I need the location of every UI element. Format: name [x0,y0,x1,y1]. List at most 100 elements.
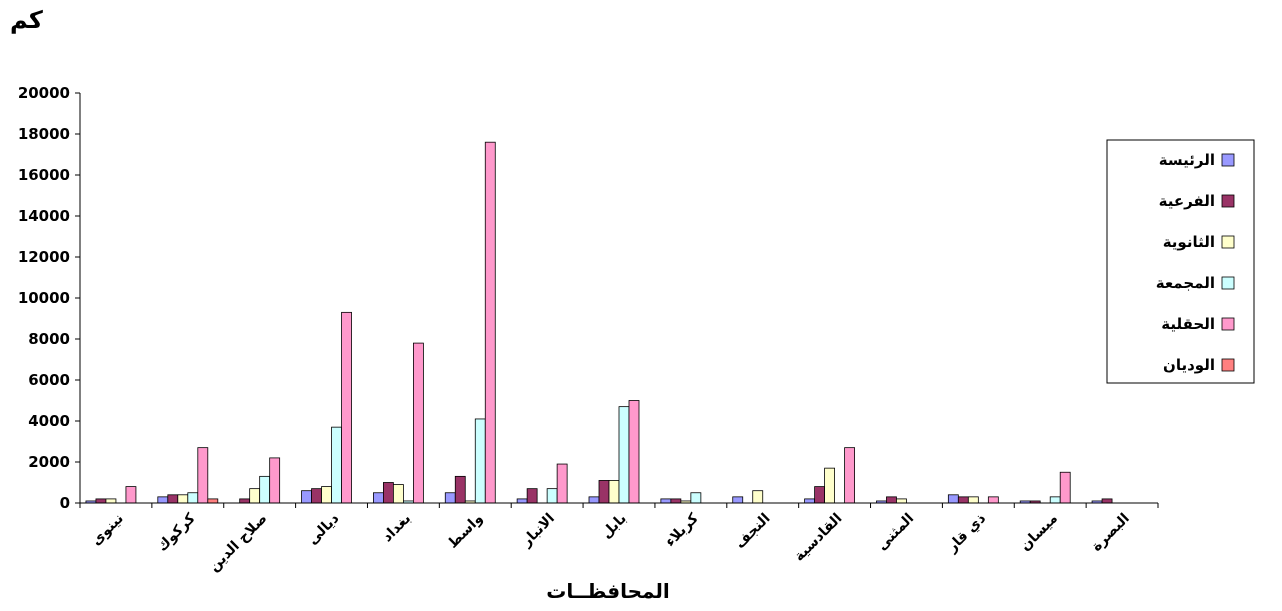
bar [259,475,271,504]
bar [608,480,620,504]
x-tick-label: كركوك [154,510,199,555]
bar [947,494,959,504]
x-tick-label: صلاح الدين [206,511,270,575]
legend-label: المجمعة [1156,274,1215,292]
bar [526,488,538,504]
y-axis-ticks: 0 2000 4000 6000 8000 10000 12000 14000 16000 180… [18,84,80,512]
bar [660,498,672,504]
y-tick-label: 16000 [18,166,70,184]
x-axis-label: المحافظــات [546,579,670,603]
x-tick-label: البصرة [1089,511,1133,555]
x-tick-label: الانبار [518,511,558,551]
legend-label: الوديان [1163,356,1215,374]
legend-swatch [1221,358,1235,372]
legend-label: الفرعية [1159,192,1215,210]
x-tick-label: ذي قار [944,511,990,557]
axes [79,93,1159,508]
bar [412,342,424,504]
bar [1101,498,1113,504]
y-tick-label: 4000 [28,412,70,430]
bar [556,463,568,504]
bar [516,498,528,504]
bar [372,492,384,504]
bar [197,447,209,504]
bar [95,498,107,504]
bar [269,457,281,504]
x-tick-label: النجف [732,511,773,552]
bar [814,486,825,504]
y-tick-label: 20000 [18,84,70,102]
bar [670,498,682,504]
bar [1059,471,1071,504]
bar [341,311,352,504]
bar [187,492,199,504]
bar [321,486,332,504]
bars [85,141,1113,504]
x-tick-label: نينوى [88,511,126,549]
bar [105,498,117,504]
bar [239,498,251,504]
legend-label: الثانوية [1163,233,1215,251]
bar [331,426,342,504]
y-tick-label: 2000 [28,453,70,471]
x-axis-tick-labels: نينوى كركوك صلاح الدين ديالى بغداد واسط الانبا… [88,510,1133,575]
y-tick-label: 6000 [28,371,70,389]
bar [382,482,394,504]
legend-swatch [1221,235,1235,249]
x-tick-label: القادسية [791,511,845,565]
bar [484,141,496,504]
legend-box [1106,139,1255,384]
bar [474,418,486,504]
unit-label: كم [10,6,43,34]
bar [598,480,610,504]
bar [752,490,764,504]
bar [444,492,456,504]
x-tick-label: ديالى [305,511,343,549]
bar [249,488,261,504]
legend-swatch [1221,194,1235,208]
bar [588,496,600,504]
bar [392,484,404,504]
bar [311,488,322,504]
legend-label: الحقلية [1161,315,1215,333]
bar [125,486,137,504]
y-tick-label: 14000 [18,207,70,225]
bar [157,496,169,504]
bar [1049,496,1061,504]
bar [546,488,558,504]
x-tick-label: ميسان [1017,511,1061,555]
x-tick-label: واسط [445,511,486,552]
x-tick-label: بغداد [379,511,414,546]
y-tick-label: 12000 [18,248,70,266]
bar [886,496,897,504]
bar [957,496,969,504]
y-tick-label: 18000 [18,125,70,143]
y-tick-label: 10000 [18,289,70,307]
x-tick-label: كربلاء [662,510,702,550]
legend: الرئيسة الفرعية الثانوية المجمعة الحقلية الود… [1106,139,1255,384]
x-tick-label: المثنى [874,511,917,554]
bar [824,467,835,504]
bar [844,447,855,504]
bar [454,475,466,504]
legend-label: الرئيسة [1159,151,1215,169]
bar [177,494,189,504]
legend-swatch [1221,153,1235,167]
bar [967,496,979,504]
bar [301,490,312,504]
bar [207,498,219,504]
y-tick-label: 8000 [28,330,70,348]
bar [628,400,640,504]
bar [690,492,702,504]
bar [896,498,907,504]
legend-swatch [1221,317,1235,331]
bar [732,496,744,504]
bar [987,496,999,504]
x-tick-label: بابل [599,511,630,542]
y-tick-label: 0 [60,494,70,512]
legend-swatch [1221,276,1235,290]
bar [167,494,179,504]
bar [804,498,815,504]
bar [618,406,630,504]
